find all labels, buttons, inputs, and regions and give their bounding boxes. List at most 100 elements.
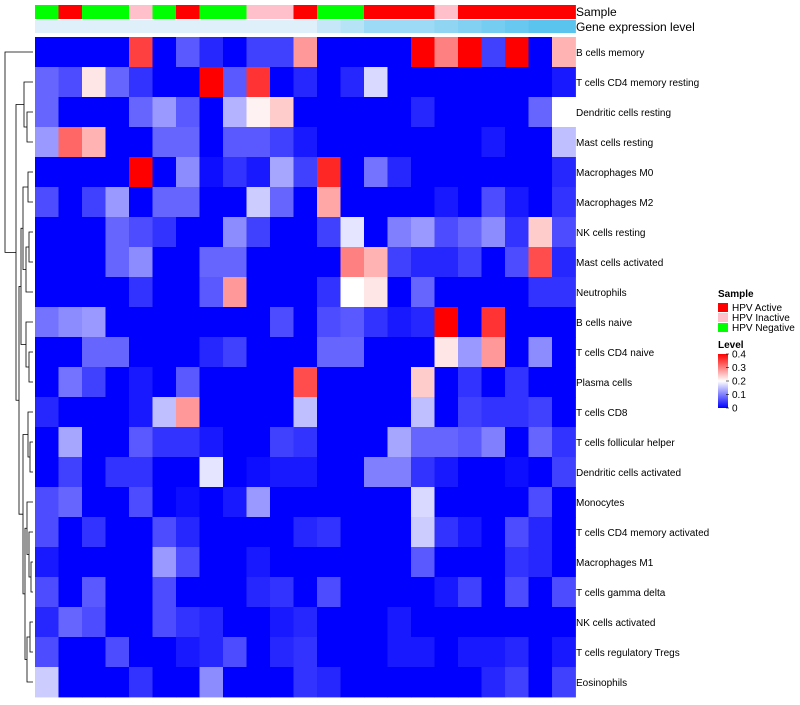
heatmap-cell <box>481 667 506 698</box>
heatmap-cell <box>58 517 83 548</box>
level-legend: Level 0.4 0.3 0.2 0.1 0 <box>718 340 746 415</box>
heatmap-cell <box>199 97 224 128</box>
expression-annotation-cell <box>293 20 318 33</box>
heatmap-cell <box>270 397 294 428</box>
heatmap-cell <box>434 637 459 668</box>
heatmap-cell <box>340 337 365 368</box>
heatmap-cell <box>364 217 388 248</box>
heatmap-cell <box>317 517 341 548</box>
heatmap-cell <box>270 157 294 188</box>
heatmap-cell <box>505 127 529 158</box>
heatmap-cell <box>105 157 130 188</box>
heatmap-cell <box>317 367 341 398</box>
heatmap-cell <box>129 367 153 398</box>
heatmap-cell <box>35 457 59 488</box>
heatmap-cell <box>458 97 482 128</box>
heatmap-cell <box>35 37 59 68</box>
heatmap-cell <box>129 457 153 488</box>
heatmap-cell <box>270 547 294 578</box>
heatmap-cell <box>552 307 576 338</box>
heatmap-cell <box>317 37 341 68</box>
heatmap-cell <box>505 607 529 638</box>
heatmap-cell <box>528 127 553 158</box>
heatmap-cell <box>528 667 553 698</box>
heatmap-cell <box>129 667 153 698</box>
dendrogram-branch <box>25 321 33 368</box>
heatmap-cell <box>317 307 341 338</box>
heatmap-cell <box>293 217 318 248</box>
heatmap-cell <box>505 217 529 248</box>
heatmap-cell <box>58 127 83 158</box>
heatmap-cell <box>152 277 177 308</box>
heatmap-cell <box>176 307 200 338</box>
heatmap-cell <box>129 187 153 218</box>
heatmap-cell <box>129 37 153 68</box>
heatmap-cell <box>270 427 294 458</box>
heatmap-cell <box>458 397 482 428</box>
heatmap-cell <box>317 187 341 218</box>
heatmap-cell <box>434 577 459 608</box>
heatmap-cell <box>340 397 365 428</box>
heatmap-cell <box>58 487 83 518</box>
heatmap-cell <box>364 67 388 98</box>
heatmap-cell <box>293 277 318 308</box>
heatmap-cell <box>340 67 365 98</box>
heatmap-cell <box>481 427 506 458</box>
expression-annotation-cell <box>199 20 224 33</box>
sample-annotation-cell <box>270 5 294 19</box>
heatmap-cell <box>552 367 576 398</box>
heatmap-cell <box>246 577 271 608</box>
heatmap-cell <box>105 667 130 698</box>
heatmap-cell <box>270 67 294 98</box>
heatmap-cell <box>270 637 294 668</box>
sample-legend-label: HPV Negative <box>732 323 795 334</box>
sample-annotation-cell <box>176 5 200 19</box>
heatmap-cell <box>411 637 435 668</box>
heatmap-cell <box>434 367 459 398</box>
heatmap-cell <box>481 67 506 98</box>
heatmap-cell <box>270 667 294 698</box>
heatmap-cell <box>35 307 59 338</box>
heatmap-cell <box>35 517 59 548</box>
level-legend-tick-label: 0.3 <box>732 363 746 374</box>
heatmap-cell <box>58 187 83 218</box>
heatmap-cell <box>35 397 59 428</box>
sample-legend-swatch <box>718 313 728 322</box>
heatmap-cell <box>58 97 83 128</box>
heatmap-cell <box>270 577 294 608</box>
dendrogram-branch <box>29 441 33 473</box>
heatmap-cell <box>105 367 130 398</box>
sample-annotation-cell <box>105 5 130 19</box>
heatmap-cell <box>129 607 153 638</box>
heatmap-cell <box>105 517 130 548</box>
sample-annotation-cell <box>317 5 341 19</box>
heatmap-cell <box>293 187 318 218</box>
heatmap-cell <box>340 157 365 188</box>
sample-annotation-cell <box>552 5 576 19</box>
heatmap-cell <box>82 157 106 188</box>
heatmap-cell <box>340 427 365 458</box>
heatmap-cell <box>293 607 318 638</box>
heatmap-cell <box>176 247 200 278</box>
heatmap-cell <box>387 637 412 668</box>
heatmap-cell <box>434 247 459 278</box>
heatmap-cell <box>434 667 459 698</box>
expression-annotation-cell <box>105 20 130 33</box>
row-label: T cells CD4 memory resting <box>576 78 699 89</box>
heatmap-cell <box>152 247 177 278</box>
heatmap-cell <box>434 607 459 638</box>
dendrogram-branch <box>29 621 33 653</box>
dendrogram-branch <box>22 186 28 270</box>
heatmap-cell <box>129 277 153 308</box>
heatmap-cell <box>270 97 294 128</box>
heatmap-cell <box>246 637 271 668</box>
heatmap-cell <box>152 637 177 668</box>
heatmap-cell <box>199 367 224 398</box>
row-label: Macrophages M1 <box>576 558 654 569</box>
heatmap-cell <box>82 97 106 128</box>
heatmap-cell <box>505 67 529 98</box>
heatmap-cell <box>223 97 247 128</box>
heatmap-cell <box>481 487 506 518</box>
heatmap-cell <box>246 277 271 308</box>
heatmap-cell <box>505 247 529 278</box>
